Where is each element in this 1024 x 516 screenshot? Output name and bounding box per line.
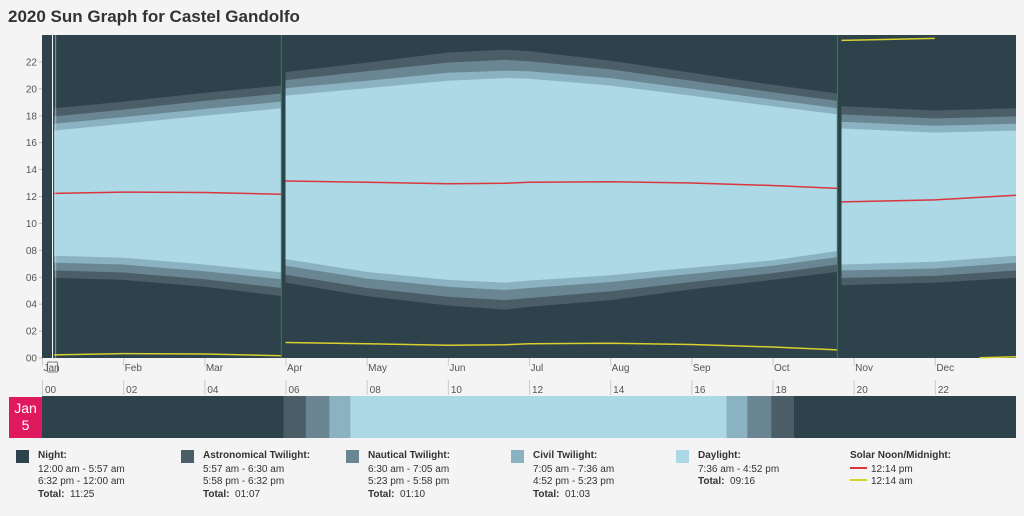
month-label: Feb	[125, 363, 143, 374]
legend-night-total: 11:25	[70, 488, 95, 500]
solar-midnight-line-4	[979, 355, 1017, 359]
legend-night-range-1: 12:00 am - 5:57 am	[38, 463, 125, 475]
legend-civil-total: 01:03	[565, 488, 591, 500]
hour-tick-label: 02	[126, 385, 138, 396]
y-tick-label: 00	[26, 354, 38, 365]
day-bar-segment-astronomical	[283, 396, 307, 438]
y-tick-label: 20	[26, 84, 38, 95]
month-label: Dec	[936, 363, 954, 374]
y-tick-label: 18	[26, 111, 38, 122]
legend-nautical-total: 01:10	[400, 488, 426, 500]
solar-noon-line-swatch	[850, 466, 867, 469]
selected-date-day: 5	[21, 417, 30, 433]
hour-tick-label: 06	[289, 385, 301, 396]
selected-date-month: Jan	[14, 400, 37, 416]
solar-noon-line-3	[841, 194, 1017, 203]
y-tick-label: 14	[26, 165, 38, 176]
legend-civil-name: Civil Twilight:	[533, 450, 598, 461]
y-tick-label: 04	[26, 300, 38, 311]
y-tick-label: 10	[26, 219, 38, 230]
page-title: 2020 Sun Graph for Castel Gandolfo	[8, 7, 300, 26]
daylight-band-3	[841, 128, 1016, 265]
y-tick-label: 22	[26, 57, 38, 68]
daylight-band-1	[54, 108, 282, 273]
solar-midnight-line-1	[54, 352, 282, 357]
hour-tick-label: 08	[370, 385, 382, 396]
y-tick-label: 16	[26, 138, 38, 149]
hour-tick-label: 20	[857, 385, 869, 396]
month-label: Aug	[612, 363, 630, 374]
month-label: Mar	[206, 363, 224, 374]
hour-tick-label: 04	[207, 385, 219, 396]
legend-civil-range-1: 7:05 am - 7:36 am	[533, 463, 615, 475]
legend-astronomical-total-label: Total:	[203, 488, 230, 500]
legend-daylight-name: Daylight:	[698, 450, 741, 461]
legend-nautical-name: Nautical Twilight:	[368, 450, 451, 461]
legend-civil-total-label: Total:	[533, 488, 560, 500]
legend-daylight-swatch	[676, 450, 689, 463]
legend-daylight-range-1: 7:36 am - 4:52 pm	[698, 463, 780, 475]
hour-tick-label: 18	[776, 385, 788, 396]
month-label: Sep	[693, 363, 711, 374]
legend-astronomical-range-1: 5:57 am - 6:30 am	[203, 463, 285, 475]
day-bar-segment-daylight	[350, 396, 728, 438]
y-tick-label: 12	[26, 192, 38, 203]
selected-day-bar	[42, 396, 1016, 438]
day-bar-segment-civil	[329, 396, 351, 438]
solar-midnight-line-3	[841, 37, 935, 42]
month-label: Jul	[531, 363, 544, 374]
legend-night-range-2: 6:32 pm - 12:00 am	[38, 476, 125, 487]
legend-astronomical-total: 01:07	[235, 488, 261, 500]
solar-noon-line-1	[54, 191, 282, 196]
daylight-band-2	[285, 78, 838, 283]
legend-nautical-range-1: 6:30 am - 7:05 am	[368, 463, 450, 475]
month-label: Apr	[287, 363, 303, 374]
legend-nautical-total-label: Total:	[368, 488, 395, 500]
legend-solar-name: Solar Noon/Midnight:	[850, 450, 952, 461]
day-bar-segment-civil	[726, 396, 748, 438]
solar-noon-line-2	[285, 180, 838, 190]
y-tick-label: 08	[26, 246, 38, 257]
y-tick-label: 02	[26, 327, 38, 338]
legend-night-name: Night:	[38, 450, 67, 461]
month-label: Nov	[855, 363, 873, 374]
solar-midnight-line-swatch	[850, 479, 867, 482]
selected-date-badge: Jan 5	[9, 397, 42, 438]
legend-solar-midnight: 12:14 am	[871, 476, 913, 487]
legend-astronomical-name: Astronomical Twilight:	[203, 450, 311, 461]
hour-tick-label: 00	[45, 385, 57, 396]
legend-night-total-label: Total:	[38, 488, 65, 500]
month-label: May	[368, 363, 387, 374]
legend-daylight-total: 09:16	[730, 476, 756, 487]
legend-nautical-swatch	[346, 450, 359, 463]
sun-graph[interactable]: 00 02 04 06 08 10 12 14 16 18 20 22 Jan Feb Mar Apr May J…	[0, 0, 1024, 396]
hour-tick-label: 10	[451, 385, 463, 396]
month-label: Jun	[449, 363, 465, 374]
day-bar-segment-astronomical	[771, 396, 795, 438]
cursor-handle-icon	[47, 361, 59, 373]
hour-tick-label: 14	[613, 385, 625, 396]
hour-tick-label: 12	[532, 385, 544, 396]
day-bar-segment-night	[794, 396, 1016, 438]
month-label: Jan	[44, 363, 60, 374]
month-label: Oct	[774, 363, 790, 374]
legend-civil-swatch	[511, 450, 524, 463]
legend: Night: 12:00 am - 5:57 am 6:32 pm - 12:0…	[0, 448, 1024, 514]
hour-tick-label: 22	[938, 385, 950, 396]
legend-daylight-total-label: Total:	[698, 476, 725, 487]
solar-midnight-line-2	[285, 341, 838, 351]
legend-astronomical-range-2: 5:58 pm - 6:32 pm	[203, 476, 285, 487]
legend-nautical-range-2: 5:23 pm - 5:58 pm	[368, 476, 450, 487]
day-bar-segment-night	[42, 396, 284, 438]
legend-civil-range-2: 4:52 pm - 5:23 pm	[533, 476, 615, 487]
legend-solar-noon: 12:14 pm	[871, 463, 913, 475]
legend-night-swatch	[16, 450, 29, 463]
legend-astronomical-swatch	[181, 450, 194, 463]
day-bar-segment-nautical	[305, 396, 330, 438]
hour-tick-label: 16	[694, 385, 706, 396]
y-tick-label: 06	[26, 273, 38, 284]
day-bar-segment-nautical	[747, 396, 772, 438]
